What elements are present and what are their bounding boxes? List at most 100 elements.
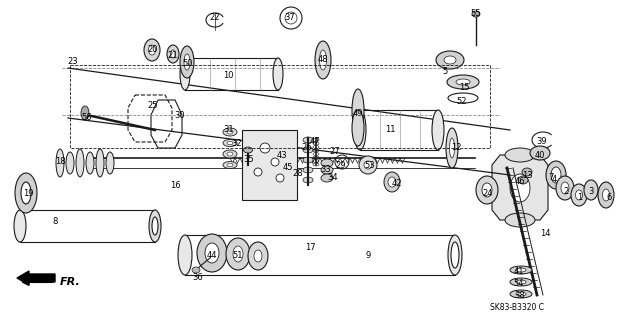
Ellipse shape	[510, 174, 530, 202]
Ellipse shape	[505, 148, 535, 162]
Ellipse shape	[446, 128, 458, 168]
Text: FR.: FR.	[60, 277, 81, 287]
Text: 48: 48	[317, 56, 328, 64]
Text: 6: 6	[606, 194, 612, 203]
Text: 30: 30	[175, 112, 186, 121]
Ellipse shape	[530, 146, 550, 160]
Text: 14: 14	[540, 229, 550, 239]
Ellipse shape	[223, 139, 237, 146]
Ellipse shape	[285, 12, 297, 24]
Bar	[242, 130, 297, 200]
Ellipse shape	[149, 210, 161, 242]
Ellipse shape	[260, 143, 270, 153]
Ellipse shape	[575, 190, 582, 200]
Ellipse shape	[449, 138, 454, 158]
Ellipse shape	[432, 110, 444, 150]
Ellipse shape	[510, 290, 532, 298]
Ellipse shape	[303, 137, 313, 143]
Ellipse shape	[178, 235, 192, 275]
Ellipse shape	[436, 51, 464, 69]
Ellipse shape	[233, 246, 243, 262]
Text: 45: 45	[283, 164, 293, 173]
Text: 47: 47	[310, 137, 320, 146]
Ellipse shape	[21, 182, 31, 204]
Text: 10: 10	[223, 70, 233, 79]
Text: 56: 56	[82, 114, 92, 122]
Text: 31: 31	[224, 125, 234, 135]
Ellipse shape	[472, 11, 480, 17]
Polygon shape	[492, 155, 548, 220]
Text: 49: 49	[353, 108, 364, 117]
Ellipse shape	[223, 150, 237, 158]
Text: 46: 46	[515, 176, 525, 186]
Ellipse shape	[144, 39, 160, 61]
Text: 36: 36	[193, 273, 204, 283]
Ellipse shape	[227, 130, 233, 134]
Text: 25: 25	[148, 101, 158, 110]
Text: 21: 21	[168, 51, 179, 61]
Ellipse shape	[66, 152, 74, 174]
Ellipse shape	[254, 168, 262, 176]
Ellipse shape	[476, 176, 498, 204]
Ellipse shape	[516, 280, 526, 284]
Ellipse shape	[315, 41, 331, 79]
Ellipse shape	[518, 176, 528, 184]
Ellipse shape	[227, 141, 233, 145]
Text: 28: 28	[292, 169, 303, 179]
Text: 52: 52	[457, 97, 467, 106]
Ellipse shape	[321, 166, 333, 174]
Ellipse shape	[273, 58, 283, 90]
Ellipse shape	[148, 45, 156, 55]
Text: 44: 44	[207, 250, 217, 259]
Ellipse shape	[561, 182, 569, 194]
Text: 35: 35	[244, 155, 254, 165]
Ellipse shape	[76, 149, 84, 177]
Ellipse shape	[96, 149, 104, 177]
Text: 34: 34	[328, 174, 339, 182]
Ellipse shape	[303, 167, 313, 173]
Ellipse shape	[106, 152, 114, 174]
Text: SK83-B3320 C: SK83-B3320 C	[490, 303, 544, 313]
Ellipse shape	[516, 292, 526, 296]
Text: 4: 4	[552, 175, 557, 184]
Text: 17: 17	[305, 243, 316, 253]
Ellipse shape	[254, 250, 262, 262]
Text: 11: 11	[385, 125, 396, 135]
Text: 38: 38	[515, 292, 525, 300]
Text: 42: 42	[392, 179, 403, 188]
Ellipse shape	[364, 161, 372, 169]
Ellipse shape	[384, 172, 400, 192]
Ellipse shape	[602, 189, 609, 201]
Ellipse shape	[598, 182, 614, 208]
Ellipse shape	[352, 89, 364, 131]
Text: 53: 53	[365, 160, 375, 169]
Text: 18: 18	[54, 158, 65, 167]
Text: 2: 2	[563, 188, 568, 197]
Ellipse shape	[303, 147, 313, 153]
Text: 22: 22	[210, 13, 220, 23]
Text: 54: 54	[514, 278, 524, 287]
Text: 55: 55	[471, 10, 481, 19]
Ellipse shape	[226, 238, 250, 270]
Text: 16: 16	[170, 181, 180, 189]
Text: 41: 41	[514, 266, 524, 276]
Ellipse shape	[184, 54, 190, 70]
Text: 5: 5	[442, 68, 447, 77]
Ellipse shape	[354, 110, 366, 150]
Ellipse shape	[556, 176, 574, 200]
Ellipse shape	[516, 268, 526, 272]
Ellipse shape	[522, 168, 532, 176]
Ellipse shape	[223, 161, 237, 168]
Text: 29: 29	[336, 160, 346, 169]
Text: 40: 40	[535, 151, 545, 160]
Ellipse shape	[359, 156, 377, 174]
Ellipse shape	[180, 46, 194, 78]
Ellipse shape	[448, 235, 462, 275]
Ellipse shape	[505, 213, 535, 227]
Ellipse shape	[456, 79, 470, 85]
Text: 19: 19	[23, 189, 33, 197]
Ellipse shape	[223, 128, 237, 136]
Text: 23: 23	[68, 57, 78, 66]
Text: 51: 51	[233, 251, 243, 261]
Ellipse shape	[303, 157, 313, 163]
